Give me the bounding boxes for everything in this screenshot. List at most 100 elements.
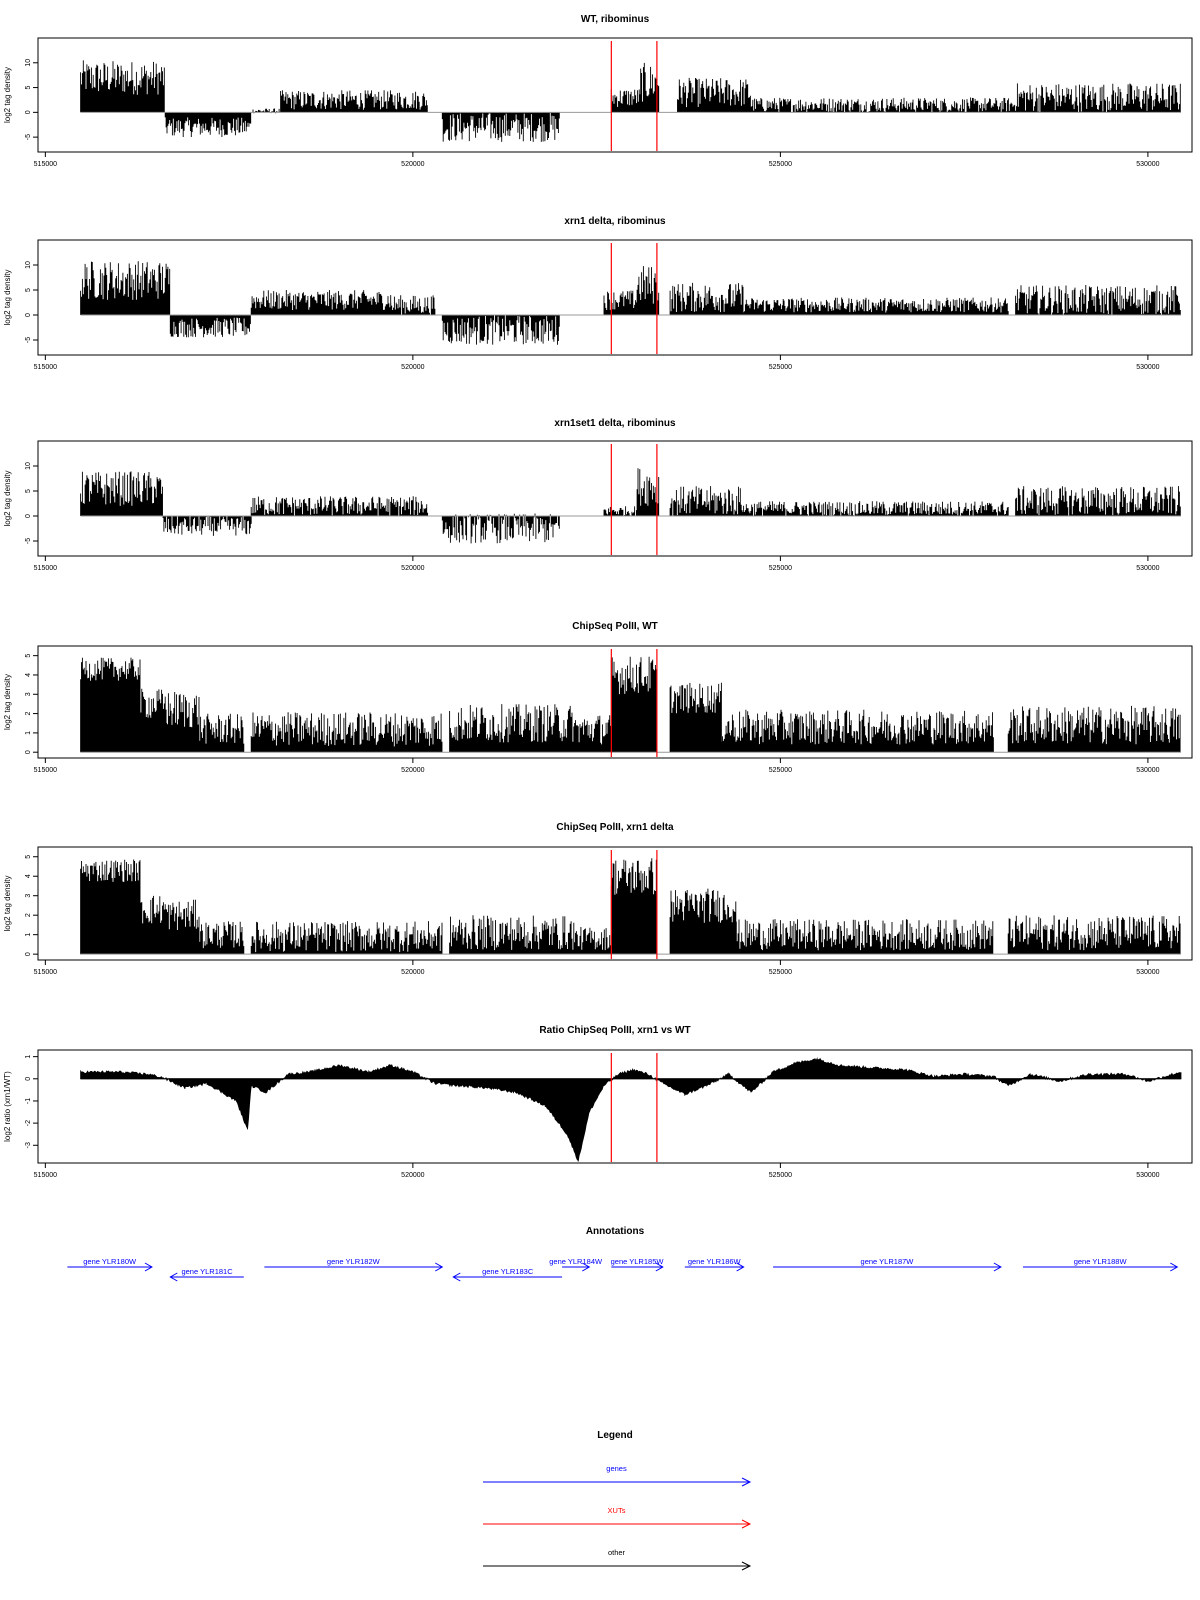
gene-arrowhead — [655, 1262, 664, 1272]
y-tick-label: 3 — [25, 692, 32, 696]
gene-label: gene YLR182W — [327, 1257, 381, 1266]
gene-arrowhead — [169, 1272, 178, 1282]
y-tick-label: 1 — [25, 731, 32, 735]
gene-arrowhead — [452, 1272, 461, 1282]
y-tick-label: 0 — [25, 514, 32, 518]
x-tick-label: 525000 — [769, 565, 792, 572]
x-tick-label: 525000 — [769, 969, 792, 976]
y-tick-label: 3 — [25, 894, 32, 898]
y-tick-label: 4 — [25, 874, 32, 878]
y-tick-label: 10 — [25, 462, 32, 470]
gene-arrowhead — [1170, 1262, 1179, 1272]
x-tick-label: 530000 — [1136, 969, 1159, 976]
ratio-area — [80, 1057, 1182, 1162]
y-tick-label: 0 — [25, 750, 32, 754]
gene-label: gene YLR187W — [861, 1257, 915, 1266]
y-tick-label: -5 — [25, 134, 32, 140]
y-tick-label: -5 — [25, 337, 32, 343]
panel-6: Ratio ChipSeq PolII, xrn1 vs WT log2 rati… — [3, 1025, 1193, 1179]
legend-label: XUTs — [608, 1506, 626, 1515]
annotation-track: gene YLR180W gene YLR181C gene YLR182W gene… — [67, 1257, 1179, 1282]
x-tick-label: 525000 — [769, 161, 792, 168]
plot-frame — [37, 645, 1193, 759]
y-tick-label: 5 — [25, 86, 32, 90]
panel-3: xrn1set1 delta, ribominus log2 tag densit… — [3, 418, 1193, 572]
y-tick-label: 1 — [25, 1055, 32, 1059]
y-tick-label: -3 — [25, 1142, 32, 1148]
panel-title: xrn1set1 delta, ribominus — [554, 418, 676, 429]
plot-frame — [37, 239, 1193, 356]
y-tick-label: 1 — [25, 933, 32, 937]
x-tick-label: 515000 — [34, 969, 57, 976]
gene-label: gene YLR181C — [181, 1267, 233, 1276]
x-tick-label: 530000 — [1136, 767, 1159, 774]
plot-frame — [37, 846, 1193, 961]
gene-label: gene YLR184W — [549, 1257, 603, 1266]
x-tick-label: 515000 — [34, 364, 57, 371]
gene-label: gene YLR185W — [611, 1257, 665, 1266]
gene-arrowhead — [736, 1262, 745, 1272]
y-axis-label: log2 tag density — [3, 269, 12, 325]
legend-arrowhead — [741, 1519, 752, 1529]
x-tick-label: 525000 — [769, 364, 792, 371]
gene-arrowhead — [435, 1262, 444, 1272]
x-tick-label: 530000 — [1136, 161, 1159, 168]
panel-title: ChipSeq PolII, WT — [572, 621, 658, 632]
y-tick-label: 0 — [25, 952, 32, 956]
y-tick-label: 0 — [25, 110, 32, 114]
gene-label: gene YLR180W — [83, 1257, 137, 1266]
y-tick-label: 2 — [25, 712, 32, 716]
gene-label: gene YLR186W — [688, 1257, 742, 1266]
gene-label: gene YLR188W — [1074, 1257, 1128, 1266]
x-tick-label: 525000 — [769, 767, 792, 774]
y-tick-label: 0 — [25, 313, 32, 317]
x-tick-label: 520000 — [401, 1172, 424, 1179]
y-tick-label: 0 — [25, 1077, 32, 1081]
x-tick-label: 530000 — [1136, 1172, 1159, 1179]
y-tick-label: 4 — [25, 673, 32, 677]
panel-2: xrn1 delta, ribominus log2 tag density -5 0… — [3, 216, 1193, 371]
gene-arrowhead — [582, 1262, 591, 1272]
x-tick-label: 530000 — [1136, 565, 1159, 572]
panel-5: ChipSeq PolII, xrn1 delta log2 tag densit… — [3, 822, 1193, 976]
legend: genes XUTs other — [483, 1464, 752, 1571]
data-bars — [80, 656, 1181, 753]
x-tick-label: 515000 — [34, 161, 57, 168]
y-axis-label: log2 tag density — [3, 674, 12, 730]
legend-arrowhead — [741, 1561, 752, 1571]
y-axis-label: log2 tag density — [3, 875, 12, 931]
panel-title: Ratio ChipSeq PolII, xrn1 vs WT — [539, 1025, 690, 1036]
gene-arrowhead — [993, 1262, 1002, 1272]
legend-label: other — [608, 1548, 626, 1557]
x-tick-label: 530000 — [1136, 364, 1159, 371]
panel-title: xrn1 delta, ribominus — [564, 216, 666, 227]
panel-1: WT, ribominus log2 tag density -5 0 5 10 51500… — [3, 14, 1193, 168]
y-tick-label: 5 — [25, 654, 32, 658]
x-tick-label: 515000 — [34, 565, 57, 572]
y-axis-label: log2 tag density — [3, 470, 12, 526]
x-tick-label: 525000 — [769, 1172, 792, 1179]
x-tick-label: 515000 — [34, 1172, 57, 1179]
x-tick-label: 515000 — [34, 767, 57, 774]
y-axis-label: log2 ratio (xrn1/WT) — [3, 1071, 12, 1142]
gene-arrowhead — [144, 1262, 153, 1272]
x-tick-label: 520000 — [401, 565, 424, 572]
x-tick-label: 520000 — [401, 969, 424, 976]
y-tick-label: 5 — [25, 855, 32, 859]
data-bars — [80, 858, 1181, 955]
y-tick-label: 10 — [25, 261, 32, 269]
data-bars — [80, 60, 1181, 142]
plot-frame — [37, 1049, 1193, 1164]
data-bars — [80, 468, 1181, 544]
data-bars — [80, 261, 1181, 345]
plot-frame — [37, 440, 1193, 557]
panel-title: ChipSeq PolII, xrn1 delta — [556, 822, 674, 833]
x-tick-label: 520000 — [401, 364, 424, 371]
panel-title: WT, ribominus — [581, 14, 650, 25]
legend-label: genes — [606, 1464, 627, 1473]
annotations-title: Annotations — [586, 1226, 645, 1237]
y-tick-label: -2 — [25, 1120, 32, 1126]
plot-frame — [37, 37, 1193, 153]
y-tick-label: 5 — [25, 489, 32, 493]
